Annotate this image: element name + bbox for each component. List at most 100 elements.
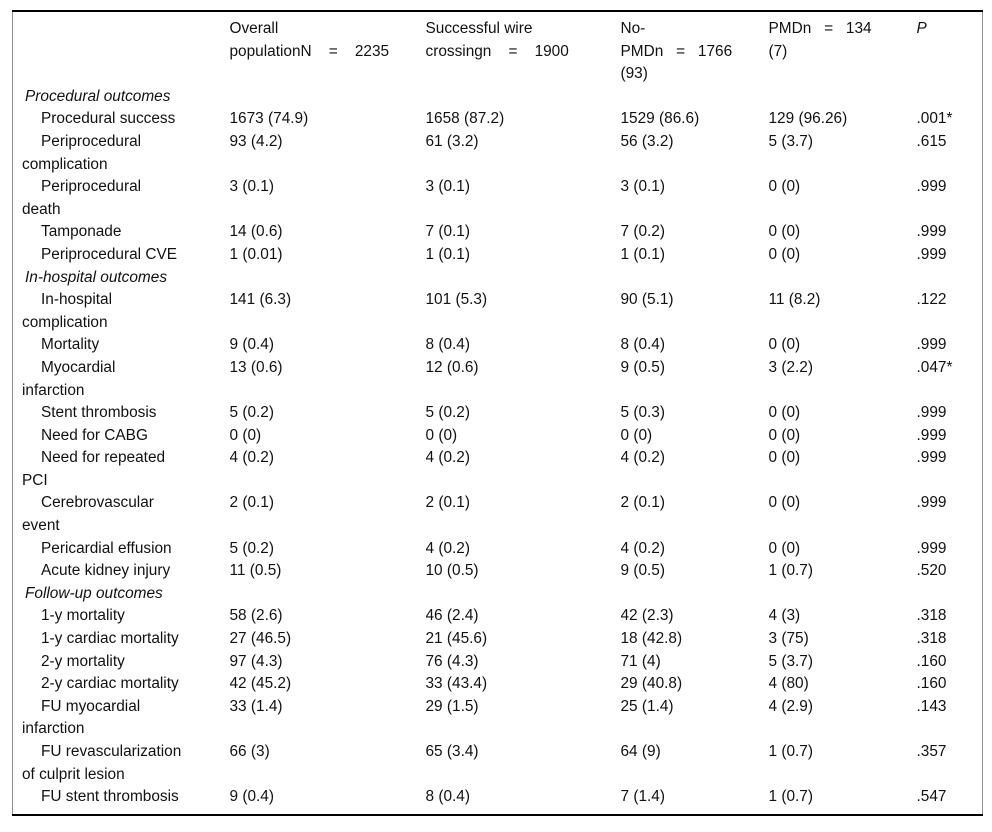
row-label: FU revascularization of culprit lesion <box>22 743 182 783</box>
cell: 4 (80) <box>768 675 809 693</box>
cell: 4 (2.9) <box>768 697 813 715</box>
table-row: Mortality 9 (0.4) 8 (0.4) 8 (0.4) 0 (0) … <box>13 334 983 357</box>
cell: 76 (4.3) <box>425 652 479 670</box>
column-header-no-pmd: No- PMDn = 1766 (93) <box>620 20 733 83</box>
table-row: 2-y cardiac mortality 42 (45.2) 33 (43.4… <box>13 673 983 696</box>
cell: 3 (2.2) <box>768 358 813 376</box>
cell-p-value: .520 <box>916 562 947 580</box>
cell: 33 (43.4) <box>425 675 488 693</box>
row-label: Periprocedural complication <box>22 132 142 173</box>
cell-p-value: .999 <box>916 178 947 196</box>
cell: 42 (2.3) <box>620 607 674 625</box>
table-row: Periprocedural death 3 (0.1) 3 (0.1) 3 (… <box>13 176 983 221</box>
cell-p-value: .357 <box>916 743 947 760</box>
table-row: Stent thrombosis 5 (0.2) 5 (0.2) 5 (0.3)… <box>13 402 983 425</box>
row-label: 1-y cardiac mortality <box>41 630 179 648</box>
table-header: Overall populationN = 2235 Successful wi… <box>13 11 983 86</box>
cell-p-value: .999 <box>916 494 947 512</box>
table-row: 1-y mortality 58 (2.6) 46 (2.4) 42 (2.3)… <box>13 605 983 628</box>
cell: 3 (0.1) <box>620 178 665 196</box>
column-header-p-value: P <box>916 20 927 37</box>
cell: 27 (46.5) <box>229 630 292 648</box>
cell-p-value: .318 <box>916 607 947 625</box>
cell: 5 (3.7) <box>768 132 813 150</box>
cell: 1673 (74.9) <box>229 110 309 128</box>
cell: 42 (45.2) <box>229 675 292 693</box>
cell: 18 (42.8) <box>620 630 683 648</box>
cell-p-value: .160 <box>916 652 947 670</box>
cell-p-value: .122 <box>916 291 947 309</box>
cell-p-value: .999 <box>916 404 947 422</box>
cell: 101 (5.3) <box>425 291 488 309</box>
table-row: FU myocardial infarction 33 (1.4) 29 (1.… <box>13 696 983 741</box>
cell: 1 (0.7) <box>768 562 813 580</box>
table-row: 1-y cardiac mortality 27 (46.5) 21 (45.6… <box>13 628 983 651</box>
cell: 9 (0.5) <box>620 562 665 580</box>
header-row: Overall populationN = 2235 Successful wi… <box>13 11 983 86</box>
row-label: Periprocedural death <box>22 178 142 218</box>
cell-p-value: .615 <box>916 132 947 150</box>
row-label: In-hospital complication <box>22 291 113 331</box>
table-body: Procedural outcomes Procedural success 1… <box>13 86 983 815</box>
row-label: Tamponade <box>41 223 122 241</box>
cell: 56 (3.2) <box>620 132 674 150</box>
outcomes-table: Overall populationN = 2235 Successful wi… <box>12 10 983 816</box>
cell: 7 (0.1) <box>425 223 470 241</box>
cell: 0 (0) <box>768 223 801 241</box>
cell: 9 (0.4) <box>229 788 274 806</box>
cell: 3 (75) <box>768 630 809 648</box>
cell: 129 (96.26) <box>768 110 848 128</box>
section-header-row: In-hospital outcomes <box>13 267 983 290</box>
cell-p-value: .999 <box>916 245 947 263</box>
table-row: Periprocedural complication 93 (4.2) 61 … <box>13 131 983 176</box>
cell: 8 (0.4) <box>620 336 665 354</box>
cell: 93 (4.2) <box>229 132 283 150</box>
table-row: Myocardial infarction 13 (0.6) 12 (0.6) … <box>13 357 983 402</box>
cell: 12 (0.6) <box>425 358 479 376</box>
cell: 0 (0) <box>425 426 458 444</box>
row-label: Myocardial infarction <box>22 358 116 399</box>
cell: 0 (0) <box>768 449 801 467</box>
column-header-pmd: PMDn = 134 (7) <box>768 20 872 60</box>
table-row: Acute kidney injury 11 (0.5) 10 (0.5) 9 … <box>13 560 983 583</box>
cell: 5 (0.2) <box>425 404 470 422</box>
cell: 1 (0.7) <box>768 743 813 760</box>
row-label: FU myocardial infarction <box>22 697 141 738</box>
section-title-in-hospital-outcomes: In-hospital outcomes <box>25 268 168 286</box>
row-label: Need for repeated PCI <box>22 449 166 489</box>
cell: 9 (0.4) <box>229 336 274 354</box>
cell-p-value: .047* <box>916 358 953 376</box>
cell: 1 (0.1) <box>620 245 665 263</box>
cell: 4 (0.2) <box>620 449 665 467</box>
cell: 5 (0.2) <box>229 539 274 557</box>
cell: 10 (0.5) <box>425 562 479 580</box>
cell-p-value: .999 <box>916 539 947 557</box>
cell: 1 (0.1) <box>425 245 470 263</box>
cell: 64 (9) <box>620 743 661 760</box>
table-row: Pericardial effusion 5 (0.2) 4 (0.2) 4 (… <box>13 538 983 561</box>
cell: 21 (45.6) <box>425 630 488 648</box>
row-label: Cerebrovascular event <box>22 494 154 535</box>
cell: 0 (0) <box>229 426 262 444</box>
cell: 29 (1.5) <box>425 697 479 715</box>
row-label: Procedural success <box>41 110 176 128</box>
cell: 0 (0) <box>768 336 801 354</box>
cell: 1529 (86.6) <box>620 110 700 128</box>
cell: 5 (0.3) <box>620 404 665 422</box>
table-row: FU stent thrombosis 9 (0.4) 8 (0.4) 7 (1… <box>13 786 983 815</box>
cell: 5 (3.7) <box>768 652 813 670</box>
section-title-follow-up-outcomes: Follow-up outcomes <box>25 584 163 602</box>
cell: 13 (0.6) <box>229 358 283 376</box>
table-row: 2-y mortality 97 (4.3) 76 (4.3) 71 (4) 5… <box>13 651 983 674</box>
cell-p-value: .999 <box>916 223 947 241</box>
section-header-row: Procedural outcomes <box>13 86 983 109</box>
cell: 90 (5.1) <box>620 291 674 309</box>
cell: 2 (0.1) <box>620 494 665 512</box>
row-label: Mortality <box>41 336 100 354</box>
row-label: 2-y cardiac mortality <box>41 675 179 693</box>
row-label: 2-y mortality <box>41 652 125 670</box>
cell: 3 (0.1) <box>229 178 274 196</box>
row-label: Need for CABG <box>41 426 148 444</box>
cell: 4 (0.2) <box>620 539 665 557</box>
row-label: Stent thrombosis <box>41 404 157 422</box>
